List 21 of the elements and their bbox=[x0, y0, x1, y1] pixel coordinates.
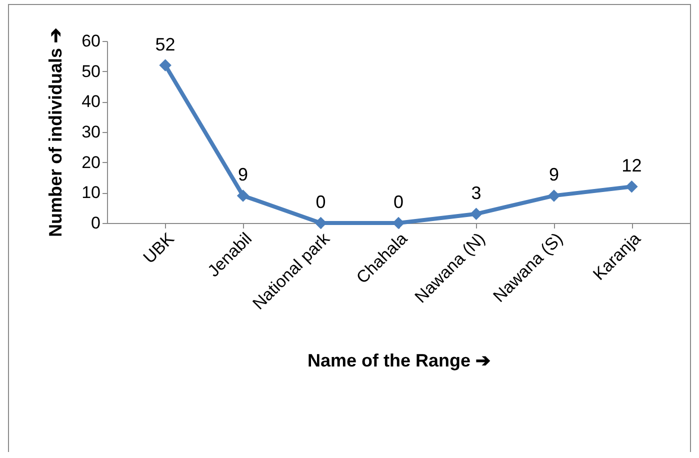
data-label: 9 bbox=[548, 164, 559, 185]
y-tick-label: 30 bbox=[82, 122, 100, 142]
y-tick-label: 20 bbox=[82, 152, 100, 172]
data-label: 52 bbox=[155, 34, 176, 54]
point bbox=[159, 59, 172, 72]
y-tick-label: 0 bbox=[91, 214, 100, 232]
y-axis-title: Number of individuals ➔ bbox=[46, 28, 66, 238]
y-tick-label: 50 bbox=[82, 62, 100, 81]
point bbox=[626, 180, 638, 193]
y-tick-label: 10 bbox=[82, 183, 100, 202]
point bbox=[236, 190, 250, 202]
x-axis-title: Name of the Range ➔ bbox=[307, 350, 491, 371]
point bbox=[548, 190, 560, 202]
y-tick-label: 60 bbox=[82, 32, 100, 50]
point bbox=[470, 208, 482, 220]
y-tick-label: 40 bbox=[82, 92, 100, 112]
data-label: 9 bbox=[238, 164, 248, 185]
data-label: 0 bbox=[393, 192, 404, 212]
data-label: 12 bbox=[622, 156, 642, 176]
data-label: 3 bbox=[471, 182, 482, 203]
data-label: 0 bbox=[316, 192, 326, 212]
